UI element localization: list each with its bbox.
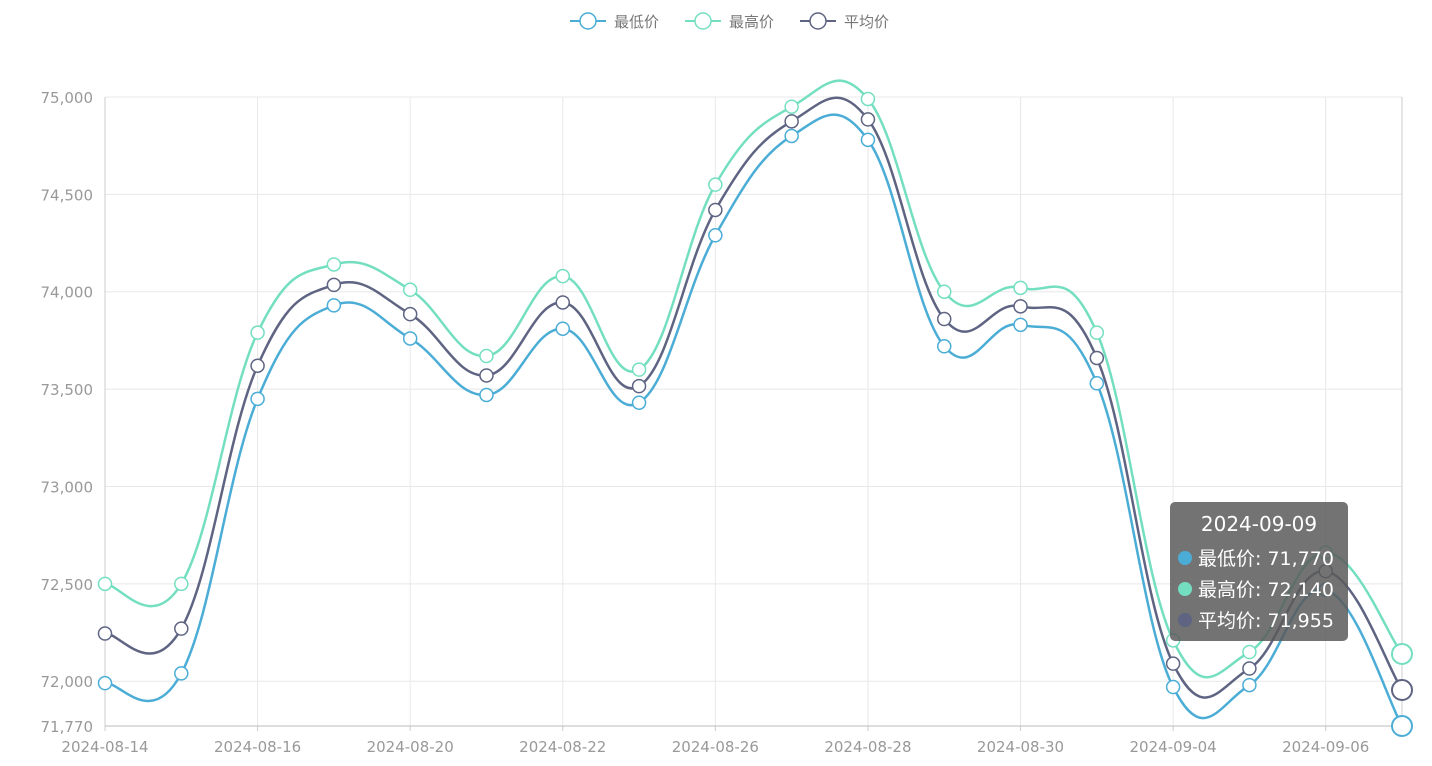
data-point	[1242, 661, 1257, 676]
data-point	[1013, 317, 1028, 333]
data-point	[555, 321, 571, 336]
y-tick-label: 73,500	[41, 381, 94, 399]
tooltip-dot-avg	[1178, 612, 1192, 627]
x-tick-label: 2024-08-16	[214, 738, 301, 756]
data-point	[631, 378, 647, 394]
data-point	[1242, 644, 1257, 660]
y-tick-label: 71,770	[41, 718, 94, 736]
legend-marker-icon	[579, 12, 597, 30]
data-point	[708, 228, 723, 243]
data-point	[1391, 715, 1413, 737]
data-point	[784, 99, 799, 114]
legend-item-2: 平均价	[800, 12, 889, 31]
legend-item-0: 最低价	[570, 12, 659, 31]
data-point	[250, 325, 265, 340]
tooltip-title: 2024-09-09	[1200, 512, 1318, 536]
x-tick-label: 2024-08-30	[977, 738, 1064, 756]
series-line-0	[104, 113, 1404, 727]
data-point	[402, 282, 418, 298]
data-point	[174, 576, 189, 592]
legend-label: 平均价	[844, 13, 889, 31]
data-point	[860, 112, 876, 127]
legend-label: 最高价	[729, 13, 774, 31]
data-point	[860, 91, 876, 107]
data-point	[936, 339, 952, 354]
data-point	[1089, 325, 1105, 340]
legend: 最低价 最高价 平均价	[570, 12, 889, 31]
data-point	[402, 331, 418, 346]
y-tick-label: 72,000	[41, 673, 94, 691]
y-tick-label: 73,000	[41, 478, 94, 496]
data-point	[936, 311, 952, 327]
data-point	[708, 202, 723, 218]
legend-item-1: 最高价	[685, 12, 774, 31]
x-tick-label: 2024-09-04	[1130, 738, 1217, 756]
tooltip-label-min: 最低价: 71,770	[1198, 548, 1334, 570]
data-point	[174, 621, 189, 636]
x-tick-label: 2024-09-06	[1282, 738, 1369, 756]
axis-layer: 71,770 72,000 72,500 73,000 73,500 74,000 74,5…	[41, 89, 1403, 756]
data-point	[1242, 677, 1257, 693]
tooltip-label-avg: 平均价: 71,955	[1198, 610, 1334, 632]
data-point	[479, 368, 494, 383]
data-point	[1391, 642, 1413, 665]
data-point	[174, 666, 189, 681]
legend-marker-icon	[809, 12, 827, 30]
x-tick-label: 2024-08-22	[519, 738, 606, 756]
tooltip-dot-max	[1178, 581, 1192, 596]
tooltip-label-max: 最高价: 72,140	[1198, 579, 1334, 601]
data-point	[555, 295, 571, 310]
data-point	[326, 257, 342, 272]
data-point	[97, 626, 113, 641]
tooltip-row-max: 最高价: 72,140	[1178, 573, 1340, 604]
series-layer	[97, 79, 1413, 737]
data-point	[784, 114, 799, 129]
data-tooltip: 2024-09-09 最低价: 71,770 最高价: 72,140 平均价: …	[1170, 502, 1348, 641]
data-point	[1165, 656, 1181, 671]
y-tick-label: 74,000	[41, 284, 94, 302]
data-point	[1013, 280, 1028, 296]
y-tick-label: 75,000	[41, 89, 94, 107]
data-point	[1089, 376, 1105, 391]
data-point	[250, 358, 265, 373]
tooltip-dot-min	[1178, 550, 1192, 565]
data-point	[1013, 299, 1028, 314]
data-point	[402, 306, 418, 322]
data-point	[936, 284, 952, 299]
y-tick-label: 74,500	[41, 186, 94, 204]
data-point	[250, 391, 265, 407]
data-point	[631, 362, 647, 377]
tooltip-row-avg: 平均价: 71,955	[1178, 604, 1340, 635]
data-point	[860, 132, 876, 148]
data-point	[1391, 678, 1413, 701]
data-point	[1089, 350, 1105, 366]
x-tick-label: 2024-08-26	[672, 738, 759, 756]
tooltip-row-min: 最低价: 71,770	[1178, 542, 1340, 573]
x-tick-label: 2024-08-14	[61, 738, 148, 756]
data-point	[1165, 679, 1181, 695]
data-point	[326, 298, 342, 313]
data-point	[555, 268, 571, 284]
data-point	[479, 387, 494, 403]
data-point	[97, 675, 113, 691]
data-point	[631, 395, 647, 410]
x-tick-label: 2024-08-28	[824, 738, 911, 756]
data-point	[326, 277, 342, 293]
x-tick-label: 2024-08-20	[367, 738, 454, 756]
data-point	[479, 348, 494, 364]
data-point	[97, 576, 113, 592]
data-point	[708, 177, 723, 192]
legend-marker-icon	[694, 12, 712, 30]
legend-label: 最低价	[614, 13, 659, 31]
series-line-2	[104, 96, 1404, 699]
y-tick-label: 72,500	[41, 576, 94, 594]
data-point	[784, 128, 799, 144]
